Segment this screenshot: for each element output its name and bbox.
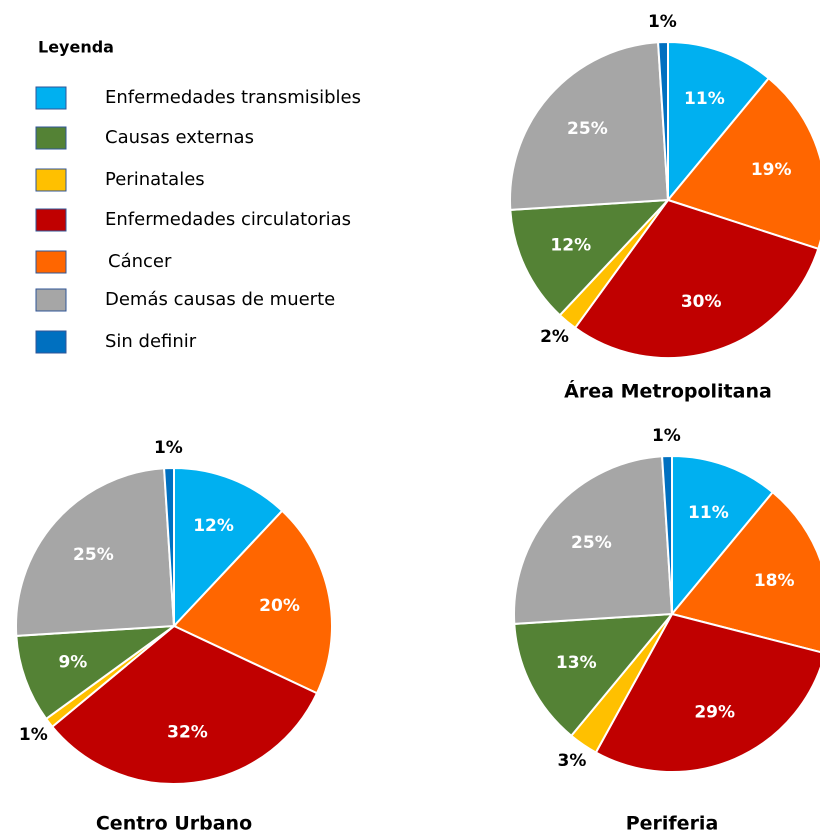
data-label: 1% — [19, 725, 48, 745]
data-label: 25% — [571, 533, 612, 553]
data-label: 1% — [154, 438, 183, 458]
chart-title: Área Metropolitana — [564, 380, 772, 403]
pie-slice — [509, 198, 671, 317]
legend-swatch — [35, 250, 67, 274]
legend-label: Cáncer — [108, 251, 172, 272]
data-label: 3% — [558, 751, 587, 771]
pie-slice — [513, 455, 674, 625]
pie-slice — [509, 41, 670, 211]
pie-slice — [671, 454, 775, 617]
data-label: 20% — [259, 596, 300, 616]
data-label: 1% — [652, 426, 681, 446]
legend-label: Sin definir — [105, 331, 197, 352]
data-label: 25% — [567, 119, 608, 139]
data-label: 11% — [688, 503, 729, 523]
pie-slice — [667, 40, 771, 203]
data-label: 29% — [694, 703, 735, 723]
pie-slice — [573, 198, 820, 359]
legend-label: Causas externas — [105, 127, 254, 148]
legend-swatch — [35, 208, 67, 232]
legend-title: Leyenda — [38, 38, 114, 57]
pie-slice — [15, 467, 176, 637]
data-label: 11% — [684, 89, 725, 109]
pie-slice — [670, 490, 820, 654]
legend-label: Demás causas de muerte — [105, 289, 335, 310]
data-label: 25% — [73, 545, 114, 565]
pie-slice — [594, 612, 820, 773]
legend-swatch — [35, 126, 67, 150]
legend-label: Enfermedades circulatorias — [105, 209, 351, 230]
pie-slice — [172, 509, 333, 695]
pie-slice — [50, 624, 319, 785]
pie-slice — [15, 624, 178, 721]
legend-label: Perinatales — [105, 169, 205, 190]
pie-slice — [657, 40, 669, 201]
pie-slice — [661, 454, 673, 615]
pie-slice — [513, 612, 675, 738]
data-label: 2% — [540, 327, 569, 347]
legend-swatch — [35, 288, 67, 312]
data-label: 12% — [550, 236, 591, 256]
legend-swatch — [35, 168, 67, 192]
chart-title: Centro Urbano — [96, 813, 252, 835]
data-label: 9% — [58, 652, 87, 672]
data-label: 30% — [681, 292, 722, 312]
pie-slice — [163, 466, 175, 627]
legend-swatch — [35, 86, 67, 110]
legend-swatch — [35, 330, 67, 354]
chart-title: Periferia — [626, 813, 719, 835]
data-label: 13% — [556, 653, 597, 673]
data-label: 1% — [648, 12, 677, 32]
data-label: 18% — [754, 571, 795, 591]
data-label: 19% — [751, 160, 792, 180]
data-label: 12% — [193, 516, 234, 536]
pie-slice — [173, 466, 284, 629]
data-label: 32% — [167, 723, 208, 743]
legend-label: Enfermedades transmisibles — [105, 87, 361, 108]
